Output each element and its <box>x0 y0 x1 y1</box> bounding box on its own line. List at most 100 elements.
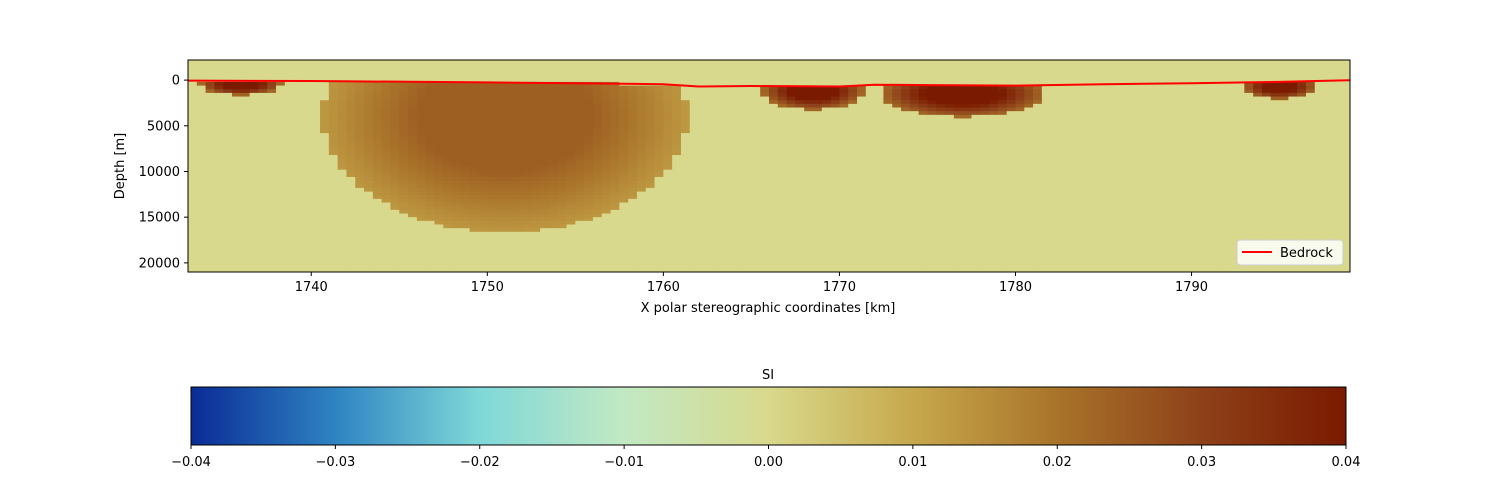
heatmap-cell <box>654 246 664 251</box>
heatmap-cell <box>496 250 506 255</box>
heatmap-cell <box>548 92 559 98</box>
heatmap-cell <box>293 228 304 233</box>
heatmap-cell <box>355 158 365 163</box>
heatmap-cell <box>733 78 744 83</box>
heatmap-cell <box>821 250 832 255</box>
heatmap-cell <box>355 129 365 134</box>
heatmap-cell <box>487 209 497 215</box>
heatmap-cell <box>513 253 524 258</box>
heatmap-cell <box>416 133 427 138</box>
heatmap-cell <box>223 81 233 87</box>
heatmap-cell <box>751 78 761 83</box>
heatmap-cell <box>689 103 700 109</box>
heatmap-cell <box>214 114 224 120</box>
heatmap-cell <box>575 133 585 138</box>
heatmap-cell <box>689 268 700 272</box>
heatmap-cell <box>487 162 497 167</box>
heatmap-cell <box>425 195 436 200</box>
heatmap-cell <box>531 180 541 185</box>
heatmap-cell <box>742 140 752 145</box>
heatmap-cell <box>487 92 497 98</box>
heatmap-cell <box>214 235 224 240</box>
heatmap-cell <box>909 257 920 262</box>
heatmap-cell <box>504 144 515 149</box>
heatmap-cell <box>390 198 400 204</box>
heatmap-cell <box>390 202 400 207</box>
heatmap-cell <box>425 60 436 65</box>
heatmap-cell <box>628 74 638 79</box>
heatmap-cell <box>443 147 453 152</box>
heatmap-cell <box>548 96 559 101</box>
heatmap-cell <box>469 187 480 193</box>
heatmap-cell <box>566 246 576 251</box>
heatmap-cell <box>276 158 286 163</box>
heatmap-cell <box>302 264 312 269</box>
heatmap-cell <box>337 217 348 222</box>
heatmap-cell <box>504 202 515 207</box>
heatmap-cell <box>223 122 233 127</box>
heatmap-cell <box>223 166 233 171</box>
heatmap-cell <box>364 103 374 109</box>
heatmap-cell <box>636 125 647 131</box>
heatmap-cell <box>214 96 224 101</box>
heatmap-cell <box>320 217 330 222</box>
heatmap-cell <box>883 133 893 138</box>
heatmap-cell <box>284 92 295 98</box>
heatmap-cell <box>469 96 480 101</box>
heatmap-cell <box>865 202 876 207</box>
heatmap-cell <box>839 114 849 120</box>
heatmap-cell <box>786 129 797 134</box>
heatmap-cell <box>698 151 708 156</box>
heatmap-cell <box>381 111 392 116</box>
heatmap-cell <box>548 228 559 233</box>
heatmap-cell <box>786 114 797 120</box>
heatmap-cell <box>364 180 374 185</box>
heatmap-cell <box>663 78 673 83</box>
heatmap-cell <box>399 250 409 255</box>
heatmap-cell <box>698 180 708 185</box>
heatmap-cell <box>575 118 585 123</box>
heatmap-cell <box>601 78 612 83</box>
heatmap-cell <box>883 242 893 248</box>
heatmap-cell <box>848 184 858 189</box>
heatmap-cell <box>698 176 708 182</box>
heatmap-cell <box>320 261 330 266</box>
heatmap-cell <box>293 242 304 248</box>
heatmap-cell <box>619 239 629 244</box>
heatmap-cell <box>302 198 312 204</box>
heatmap-cell <box>628 144 638 149</box>
heatmap-cell <box>839 206 849 211</box>
heatmap-cell <box>364 166 374 171</box>
heatmap-cell <box>311 133 321 138</box>
heatmap-cell <box>469 173 480 178</box>
heatmap-cell <box>399 217 409 222</box>
heatmap-cell <box>619 198 629 204</box>
heatmap-cell <box>452 144 462 149</box>
heatmap-cell <box>716 133 726 138</box>
heatmap-cell <box>232 81 242 87</box>
heatmap-cell <box>663 220 673 226</box>
heatmap-cell <box>557 228 568 233</box>
heatmap-cell <box>813 239 823 244</box>
heatmap-cell <box>883 60 893 65</box>
heatmap-cell <box>892 60 902 65</box>
heatmap-cell <box>592 133 603 138</box>
heatmap-cell <box>328 63 339 68</box>
heatmap-cell <box>540 250 550 255</box>
heatmap-cell <box>663 162 673 167</box>
heatmap-cell <box>302 92 312 98</box>
heatmap-cell <box>196 70 207 76</box>
heatmap-cell <box>821 144 832 149</box>
heatmap-cell <box>901 206 911 211</box>
heatmap-cell <box>443 198 453 204</box>
heatmap-cell <box>258 231 268 237</box>
heatmap-cell <box>760 195 770 200</box>
heatmap-cell <box>813 169 823 174</box>
heatmap-cell <box>892 191 902 196</box>
heatmap-cell <box>364 220 374 226</box>
heatmap-cell <box>927 184 937 189</box>
heatmap-cell <box>381 250 392 255</box>
heatmap-cell <box>821 103 832 109</box>
heatmap-cell <box>901 257 911 262</box>
heatmap-cell <box>408 224 418 229</box>
